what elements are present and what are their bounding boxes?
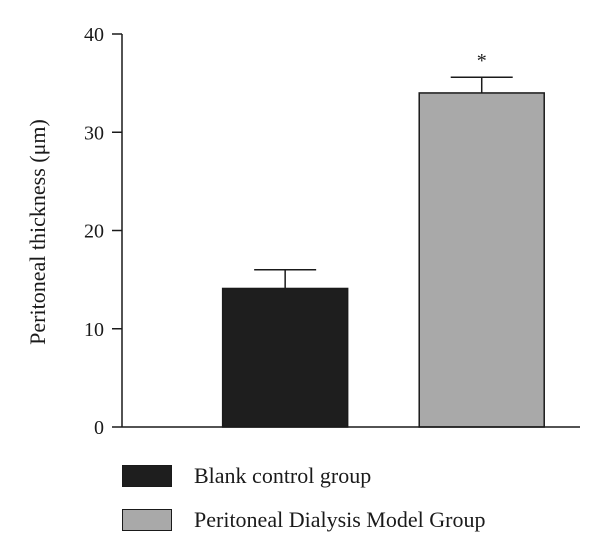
legend: Blank control group Peritoneal Dialysis … [122,462,485,550]
legend-item-blank-control: Blank control group [122,462,485,490]
y-tick-label-0: 0 [94,417,104,439]
significance-marker-1: * [477,50,487,72]
legend-label-pd-model: Peritoneal Dialysis Model Group [194,507,486,532]
y-axis-label: Peritoneal thickness (μm) [25,119,50,345]
bar-0 [221,287,349,428]
bars-group: * [221,50,545,428]
y-tick-label-20: 20 [84,221,104,243]
bar-1 [418,92,545,428]
legend-label-blank-control: Blank control group [194,463,372,488]
y-tick-label-10: 10 [84,319,104,341]
legend-swatch-pd-model [122,509,172,531]
y-tick-label-40: 40 [84,24,104,46]
bar-chart: 0 10 20 30 40 * Peritoneal thickness (μm) [25,24,580,439]
y-tick-label-30: 30 [84,122,104,144]
legend-item-pd-model: Peritoneal Dialysis Model Group [122,506,485,534]
y-axis: 0 10 20 30 40 [84,24,123,439]
legend-swatch-blank-control [122,465,172,487]
